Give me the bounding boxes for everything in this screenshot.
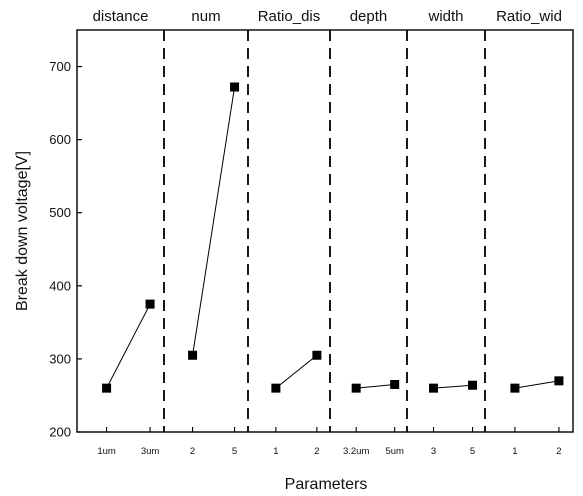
data-point-marker <box>271 383 281 393</box>
x-tick-label: 5um <box>385 446 404 457</box>
data-point-marker <box>390 379 400 389</box>
series-line <box>356 383 395 389</box>
panel-distance: distance 1um 3um <box>93 8 160 457</box>
data-point-marker <box>312 350 322 360</box>
data-point-marker <box>145 299 155 309</box>
x-tick-label: 2 <box>556 446 561 457</box>
panel-num: num 2 5 <box>163 8 240 457</box>
data-point-marker <box>429 383 439 393</box>
y-axis-label: Break down voltage[V] <box>14 151 31 311</box>
x-axis-label: Parameters <box>285 476 368 493</box>
panel-depth: depth 3.2um 5um <box>329 8 404 457</box>
panel-title: Ratio_wid <box>496 8 562 25</box>
panel-width: width 3 5 <box>406 8 478 457</box>
x-tick-label: 2 <box>190 446 195 457</box>
series-line <box>514 380 560 389</box>
x-tick-label: 3.2um <box>343 446 369 457</box>
data-point-marker <box>554 376 564 386</box>
series-line <box>433 384 473 389</box>
plot-frame <box>76 29 574 433</box>
panel-title: num <box>191 8 220 25</box>
y-tick-label: 200 <box>49 425 71 440</box>
y-tick-label: 600 <box>49 132 71 147</box>
x-tick-label: 3um <box>141 446 160 457</box>
series-line <box>192 86 236 356</box>
data-point-marker <box>468 380 478 390</box>
y-tick-label: 700 <box>49 59 71 74</box>
panels: distance 1um 3um num 2 5 Ratio_dis 1 2 depth 3.2um… <box>93 8 564 457</box>
series-line <box>275 354 318 389</box>
data-point-marker <box>510 383 520 393</box>
x-tick-label: 5 <box>232 446 237 457</box>
data-point-marker <box>188 350 198 360</box>
y-tick-label: 400 <box>49 278 71 293</box>
data-point-marker <box>351 383 361 393</box>
x-tick-label: 3 <box>431 446 436 457</box>
x-tick-label: 2 <box>314 446 319 457</box>
panel-title: depth <box>350 8 388 25</box>
data-point-marker <box>230 82 240 92</box>
x-tick-label: 1 <box>273 446 278 457</box>
x-tick-label: 5 <box>470 446 475 457</box>
panel-title: width <box>427 8 463 25</box>
panel-title: distance <box>93 8 149 25</box>
panel-title: Ratio_dis <box>258 8 321 25</box>
series-line <box>106 303 151 389</box>
x-tick-label: 1 <box>512 446 517 457</box>
panel-ratio-dis: Ratio_dis 1 2 <box>247 8 322 457</box>
x-tick-label: 1um <box>97 446 116 457</box>
y-tick-label: 500 <box>49 205 71 220</box>
panel-ratio-wid: Ratio_wid 1 2 <box>484 8 564 457</box>
y-tick-label: 300 <box>49 351 71 366</box>
data-point-marker <box>102 383 112 393</box>
y-axis: 200 300 400 500 600 700 <box>49 59 82 440</box>
